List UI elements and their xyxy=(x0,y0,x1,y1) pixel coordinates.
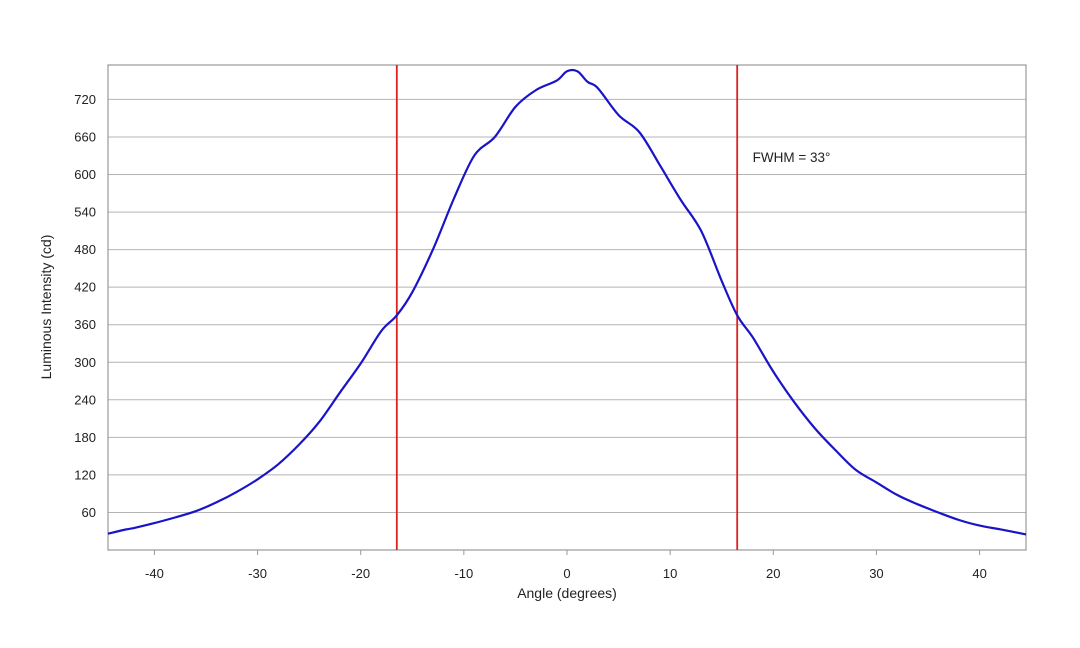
x-tick-label: 30 xyxy=(869,566,883,581)
y-tick-label: 240 xyxy=(74,392,96,407)
y-tick-label: 60 xyxy=(82,505,96,520)
y-tick-label: 120 xyxy=(74,467,96,482)
x-axis-label: Angle (degrees) xyxy=(517,585,617,601)
fwhm-markers xyxy=(395,65,739,550)
x-tick-label: 40 xyxy=(972,566,986,581)
y-tick-label: 540 xyxy=(74,205,96,220)
y-tick-label: 480 xyxy=(74,242,96,257)
y-tick-label: 360 xyxy=(74,317,96,332)
y-axis-label: Luminous Intensity (cd) xyxy=(38,235,54,380)
series-line-luminous-intensity xyxy=(107,68,1027,536)
x-tick-label: -40 xyxy=(145,566,164,581)
grid-lines xyxy=(108,98,1026,513)
x-tick-label: -20 xyxy=(351,566,370,581)
x-axis-ticks: -40 -30 -20 -10 0 10 20 30 40 xyxy=(145,550,987,581)
y-tick-label: 660 xyxy=(74,129,96,144)
y-axis-ticks: 60 120 180 240 300 360 420 480 540 600 660 720 xyxy=(74,92,96,520)
y-tick-label: 180 xyxy=(74,430,96,445)
fwhm-annotation: FWHM = 33° xyxy=(753,150,831,165)
y-tick-label: 300 xyxy=(74,355,96,370)
x-tick-label: -10 xyxy=(454,566,473,581)
y-tick-label: 600 xyxy=(74,167,96,182)
y-tick-label: 420 xyxy=(74,280,96,295)
x-tick-label: 0 xyxy=(563,566,570,581)
y-tick-label: 720 xyxy=(74,92,96,107)
x-tick-label: 20 xyxy=(766,566,780,581)
plot-area-frame xyxy=(107,64,1027,551)
x-tick-label: 10 xyxy=(663,566,677,581)
x-tick-label: -30 xyxy=(248,566,267,581)
